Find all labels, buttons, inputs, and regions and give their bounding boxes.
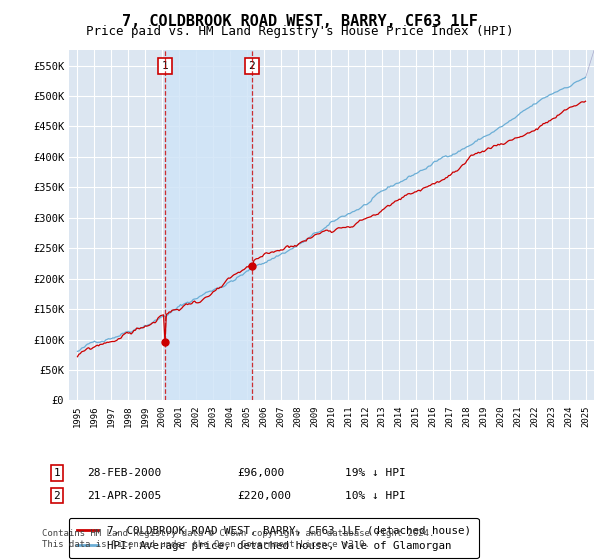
Text: Price paid vs. HM Land Registry's House Price Index (HPI): Price paid vs. HM Land Registry's House … (86, 25, 514, 38)
Legend: 7, COLDBROOK ROAD WEST, BARRY, CF63 1LF (detached house), HPI: Average price, de: 7, COLDBROOK ROAD WEST, BARRY, CF63 1LF … (69, 518, 479, 558)
Text: 1: 1 (161, 61, 168, 71)
Text: Contains HM Land Registry data © Crown copyright and database right 2024.
This d: Contains HM Land Registry data © Crown c… (42, 529, 434, 549)
Bar (165, 50, 252, 400)
Text: 7, COLDBROOK ROAD WEST, BARRY, CF63 1LF: 7, COLDBROOK ROAD WEST, BARRY, CF63 1LF (122, 14, 478, 29)
Text: 2: 2 (53, 491, 61, 501)
Text: 19% ↓ HPI: 19% ↓ HPI (345, 468, 406, 478)
Text: 21-APR-2005: 21-APR-2005 (87, 491, 161, 501)
Text: 10% ↓ HPI: 10% ↓ HPI (345, 491, 406, 501)
Text: 2: 2 (248, 61, 255, 71)
Text: £96,000: £96,000 (237, 468, 284, 478)
Text: 1: 1 (53, 468, 61, 478)
Text: 28-FEB-2000: 28-FEB-2000 (87, 468, 161, 478)
Text: £220,000: £220,000 (237, 491, 291, 501)
